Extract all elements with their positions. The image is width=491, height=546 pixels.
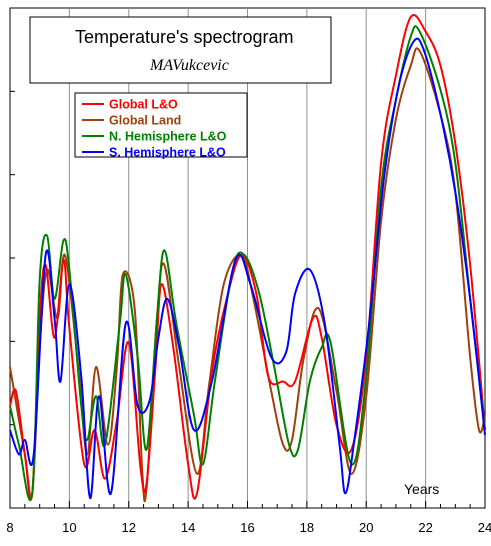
tick-label-layer: 8 10 12 14 16 18 20 22 24 xyxy=(6,520,491,535)
x-tick-label: 22 xyxy=(418,520,432,535)
x-tick-label: 16 xyxy=(240,520,254,535)
legend-label-s-hemisphere-l-o: S. Hemisphere L&O xyxy=(109,146,226,160)
chart-subtitle: MAVukcevic xyxy=(149,57,229,74)
series-line-global-l-o xyxy=(9,14,486,501)
x-tick-label: 12 xyxy=(122,520,136,535)
series-layer xyxy=(9,14,486,503)
x-tick-label: 24 xyxy=(478,520,491,535)
legend-label-global-l-o: Global L&O xyxy=(109,98,178,112)
x-tick-label: 8 xyxy=(6,520,13,535)
x-tick-label: 10 xyxy=(62,520,76,535)
x-tick-label: 20 xyxy=(359,520,373,535)
chart-title: Temperature's spectrogram xyxy=(75,27,294,47)
title-box: Temperature's spectrogram MAVukcevic xyxy=(29,16,332,84)
title-box-frame xyxy=(29,16,332,84)
legend-label-n-hemisphere-l-o: N. Hemisphere L&O xyxy=(109,130,227,144)
x-tick-label: 14 xyxy=(181,520,195,535)
legend-label-global-land: Global Land xyxy=(109,114,181,128)
series-line-s-hemisphere-l-o xyxy=(9,37,486,500)
grid-layer xyxy=(9,8,486,508)
x-tick-label: 18 xyxy=(300,520,314,535)
legend: Global L&O Global Land N. Hemisphere L&O S.… xyxy=(74,92,248,160)
x-axis-label: Years xyxy=(404,481,439,497)
series-line-n-hemisphere-l-o xyxy=(9,25,486,502)
